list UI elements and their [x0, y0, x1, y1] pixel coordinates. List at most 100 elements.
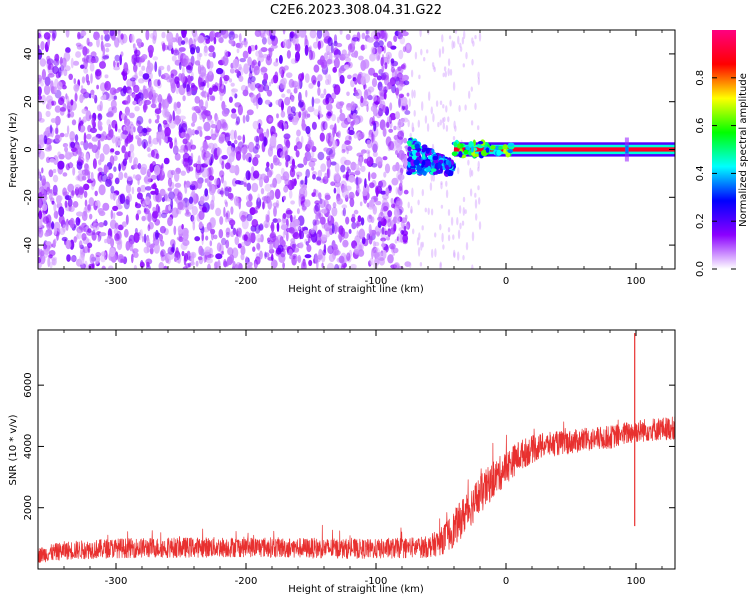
heatmap-cell [343, 231, 349, 239]
heatmap-cell [114, 123, 118, 132]
heatmap-cell [364, 178, 367, 189]
heatmap-cell [190, 251, 197, 259]
heatmap-cell [381, 239, 385, 250]
heatmap-cell [454, 30, 458, 34]
heatmap-cell [304, 44, 309, 56]
heatmap-cell [368, 67, 376, 76]
heatmap-cell [297, 79, 301, 89]
heatmap-cell [234, 180, 242, 185]
heatmap-cell [190, 82, 195, 88]
heatmap-cell [278, 252, 286, 264]
heatmap-cell [228, 31, 236, 41]
heatmap-cell [243, 145, 247, 155]
heatmap-cell [117, 62, 120, 68]
heatmap-cell [345, 102, 353, 111]
heatmap-cell [57, 67, 62, 78]
heatmap-cell [150, 174, 157, 181]
heatmap-cell [320, 208, 328, 214]
heatmap-cell [58, 153, 65, 160]
heatmap-cell [371, 163, 378, 168]
heatmap-cell [190, 152, 194, 160]
heatmap-cell [89, 213, 93, 220]
heatmap-cell [143, 208, 150, 215]
heatmap-cell [320, 163, 327, 173]
heatmap-cell [126, 111, 130, 117]
heatmap-cell [414, 51, 418, 60]
heatmap-cell [458, 105, 461, 112]
heatmap-cell [231, 247, 239, 259]
heatmap-cell [305, 168, 311, 178]
heatmap-cell [60, 62, 64, 74]
heatmap-cell [175, 247, 179, 258]
heatmap-cell [365, 30, 370, 36]
heatmap-cell [202, 113, 205, 123]
heatmap-cell [439, 100, 443, 106]
heatmap-cell [259, 250, 263, 260]
heatmap-cell [181, 223, 184, 230]
heatmap-cell [109, 128, 114, 139]
heatmap-cell [233, 195, 239, 206]
heatmap-cell [58, 97, 65, 106]
heatmap-cell [470, 86, 473, 92]
heatmap-cell [276, 222, 280, 233]
heatmap-cell [138, 62, 141, 68]
heatmap-cell [259, 131, 264, 142]
heatmap-cell [207, 142, 215, 149]
heatmap-cell [90, 51, 97, 58]
heatmap-cell [318, 248, 323, 259]
y-tick-label: 20 [23, 95, 34, 108]
heatmap-cell [198, 53, 203, 57]
heatmap-cell [331, 223, 335, 234]
heatmap-cell [317, 80, 321, 88]
heatmap-cell [39, 58, 47, 67]
heatmap-cell [336, 101, 341, 107]
heatmap-cell [445, 124, 449, 132]
heatmap-cell [41, 94, 46, 105]
heatmap-cell [325, 44, 331, 55]
heatmap-cell [158, 102, 162, 110]
heatmap-cell [136, 192, 143, 200]
heatmap-cell [324, 192, 330, 198]
heatmap-cell [122, 130, 128, 136]
colorbar-tick-label: 0.4 [695, 165, 706, 181]
heatmap-cell [305, 126, 311, 135]
heatmap-cell [252, 170, 260, 179]
heatmap-cell [222, 30, 229, 39]
heatmap-cell [254, 256, 261, 265]
heatmap-cell [477, 71, 480, 80]
heatmap-cell [293, 215, 296, 220]
heatmap-cell [260, 173, 267, 180]
heatmap-cell [221, 250, 224, 255]
heatmap-cell [152, 35, 157, 45]
heatmap-cell [236, 48, 240, 54]
heatmap-cell [286, 89, 291, 94]
heatmap-cell [53, 202, 57, 212]
heatmap-cell [66, 125, 70, 135]
heatmap-cell [114, 54, 121, 62]
heatmap-cell [87, 245, 91, 254]
heatmap-cell [46, 222, 52, 228]
heatmap-cell [313, 64, 320, 73]
heatmap-cell [317, 151, 325, 161]
heatmap-cell [395, 111, 400, 120]
heatmap-cell [324, 121, 328, 130]
heatmap-cell [257, 60, 261, 67]
heatmap-cell [91, 144, 99, 153]
heatmap-cell [240, 245, 246, 256]
heatmap-cell [224, 132, 231, 143]
heatmap-cell [135, 213, 139, 221]
heatmap-cell [150, 149, 155, 158]
heatmap-cell [134, 106, 140, 112]
heatmap-cell [115, 136, 123, 142]
heatmap-cell [341, 204, 348, 209]
heatmap-cell [170, 198, 174, 210]
heatmap-cell [232, 33, 239, 39]
heatmap-cell [341, 149, 346, 154]
heatmap-cell [421, 189, 424, 197]
heatmap-cell [259, 176, 263, 188]
heatmap-cell [143, 88, 149, 100]
heatmap-cell [52, 30, 57, 39]
heatmap-cell [426, 123, 430, 132]
